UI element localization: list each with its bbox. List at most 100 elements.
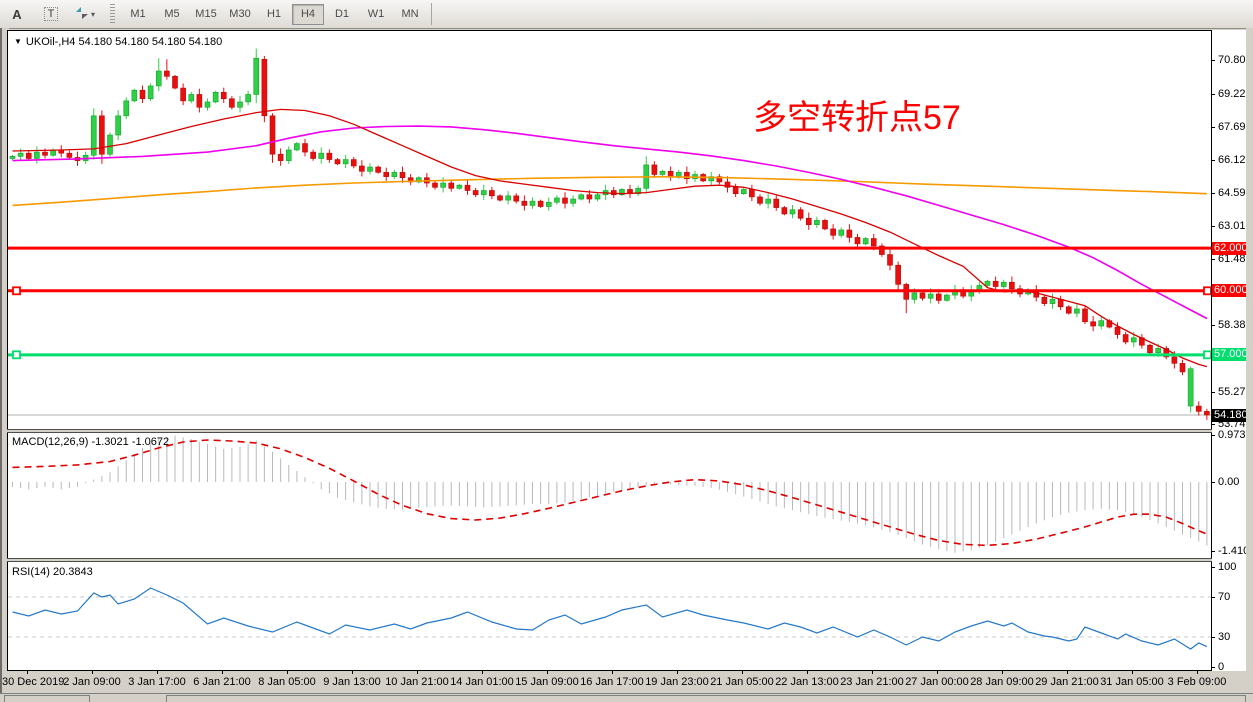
price-tick-label: 64.590	[1218, 186, 1252, 199]
tf-button-h4[interactable]: H4	[292, 3, 324, 25]
axis-tick	[1211, 226, 1215, 228]
time-tick-label: 19 Jan 23:00	[645, 676, 709, 688]
toolbar: A T ▾ M1 M5 M15 M30 H1 H4 D1 W1 MN	[0, 0, 1253, 29]
tf-button-mn[interactable]: MN	[401, 8, 419, 20]
time-tick	[1002, 670, 1003, 674]
price-tick-label: 63.015	[1218, 220, 1252, 233]
time-tick	[937, 670, 938, 674]
chevron-down-icon: ▾	[90, 9, 95, 19]
macd-tick-label: 0.00	[1218, 476, 1240, 488]
current-price-label: 54.180	[1212, 408, 1252, 422]
tf-button-m15[interactable]: M15	[195, 8, 217, 20]
time-tick	[27, 670, 28, 674]
axis-tick	[1211, 60, 1215, 62]
axis-tick	[1211, 391, 1215, 393]
time-tick-label: 23 Jan 21:00	[840, 676, 904, 688]
time-tick-label: 14 Jan 01:00	[450, 676, 514, 688]
time-tick	[742, 670, 743, 674]
tf-button-m1[interactable]: M1	[130, 8, 146, 20]
time-tick	[612, 670, 613, 674]
axis-tick	[1211, 126, 1215, 128]
axis-tick	[1211, 550, 1215, 552]
axis-tick	[1211, 637, 1215, 638]
toolbar-grip[interactable]	[110, 4, 115, 24]
axis-tick	[1211, 192, 1215, 194]
time-tick-label: 21 Jan 05:00	[710, 676, 774, 688]
macd-tick-label: 0.9733	[1218, 428, 1252, 441]
time-tick	[547, 670, 548, 674]
collapse-triangle-icon[interactable]: ▼	[14, 37, 22, 46]
tf-button-m5[interactable]: M5	[164, 8, 180, 20]
price-tick-label: 70.800	[1218, 54, 1252, 67]
price-tick-label: 58.380	[1218, 319, 1252, 332]
window-right-edge	[1246, 28, 1253, 700]
rsi-indicator-panel[interactable]	[8, 562, 1211, 670]
hline-price-label: 60.000	[1212, 284, 1252, 298]
time-tick-label: 22 Jan 13:00	[775, 676, 839, 688]
text-label-tool-button[interactable]: T	[35, 3, 67, 25]
tf-button-w1[interactable]: W1	[367, 8, 385, 20]
panel-separator-rsi[interactable]	[7, 558, 1212, 562]
time-tick	[92, 670, 93, 674]
chart-tab-hint[interactable]	[166, 695, 1246, 702]
tf-button-h1[interactable]: H1	[266, 8, 282, 20]
price-axis[interactable]: 70.800 69.225 67.695 66.120 64.590 63.015 61.4…	[1211, 30, 1253, 673]
time-tick	[287, 670, 288, 674]
chart-symbol-title: ▼ UKOil-,H4 54.180 54.180 54.180 54.180	[14, 36, 222, 48]
time-tick-label: 2 Jan 09:00	[63, 676, 121, 688]
window-left-edge	[0, 28, 9, 700]
time-tick-label: 9 Jan 13:00	[323, 676, 381, 688]
axis-tick	[1211, 325, 1215, 327]
time-tick-label: 30 Dec 2019	[2, 676, 65, 688]
time-tick-label: 10 Jan 21:00	[385, 676, 449, 688]
arrows-icon	[75, 6, 89, 23]
axis-tick	[1211, 482, 1215, 483]
time-tick-label: 29 Jan 21:00	[1035, 676, 1099, 688]
time-tick-label: 3 Jan 17:00	[128, 676, 186, 688]
time-tick	[677, 670, 678, 674]
text-tool-icon: T	[43, 7, 59, 21]
time-tick-label: 16 Jan 17:00	[580, 676, 644, 688]
time-tick-label: 31 Jan 05:00	[1100, 676, 1164, 688]
axis-tick	[1211, 160, 1215, 162]
axis-tick	[1211, 597, 1215, 598]
main-price-chart[interactable]	[8, 31, 1211, 429]
rsi-tick-label: 100	[1218, 561, 1237, 573]
time-tick-label: 8 Jan 05:00	[258, 676, 316, 688]
chart-annotation-text[interactable]: 多空转折点57	[753, 99, 961, 137]
rsi-label: RSI(14) 20.3843	[12, 566, 93, 578]
toolbar-separator	[431, 3, 432, 25]
chart-tab-hint[interactable]	[4, 695, 90, 702]
arrows-tool-button[interactable]: ▾	[69, 3, 101, 25]
time-tick	[222, 670, 223, 674]
time-tick-label: 6 Jan 21:00	[193, 676, 251, 688]
axis-tick	[1211, 667, 1215, 668]
chart-plot-frame[interactable]	[7, 30, 1212, 671]
axis-tick	[1211, 93, 1215, 95]
macd-indicator-panel[interactable]	[8, 433, 1211, 558]
time-tick	[1067, 670, 1068, 674]
time-tick	[352, 670, 353, 674]
time-tick-label: 27 Jan 00:00	[905, 676, 969, 688]
axis-tick	[1211, 434, 1215, 436]
timeframe-group: M1 M5 M15 M30 H1 H4 D1 W1 MN	[121, 3, 427, 25]
tf-button-m30[interactable]: M30	[229, 8, 251, 20]
price-tick-label: 61.485	[1218, 253, 1252, 266]
price-tick-label: 67.695	[1218, 120, 1252, 133]
time-tick	[417, 670, 418, 674]
rsi-tick-label: 0	[1218, 661, 1225, 673]
time-axis[interactable]: 30 Dec 2019 2 Jan 09:00 3 Jan 17:00 6 Jan 2…	[0, 670, 1253, 693]
time-tick-label: 15 Jan 09:00	[515, 676, 579, 688]
time-tick-label: 3 Feb 09:00	[1167, 676, 1227, 688]
axis-tick	[1211, 424, 1215, 426]
price-tick-label: 55.275	[1218, 385, 1252, 398]
panel-separator-macd[interactable]	[7, 429, 1212, 433]
tf-button-d1[interactable]: D1	[334, 8, 350, 20]
macd-label: MACD(12,26,9) -1.3021 -1.0672	[12, 436, 170, 448]
time-tick	[872, 670, 873, 674]
price-tick-label: 69.225	[1218, 87, 1252, 100]
arrow-cursor-button[interactable]: A	[12, 6, 22, 22]
rsi-tick-label: 30	[1218, 631, 1231, 643]
time-tick	[1132, 670, 1133, 674]
